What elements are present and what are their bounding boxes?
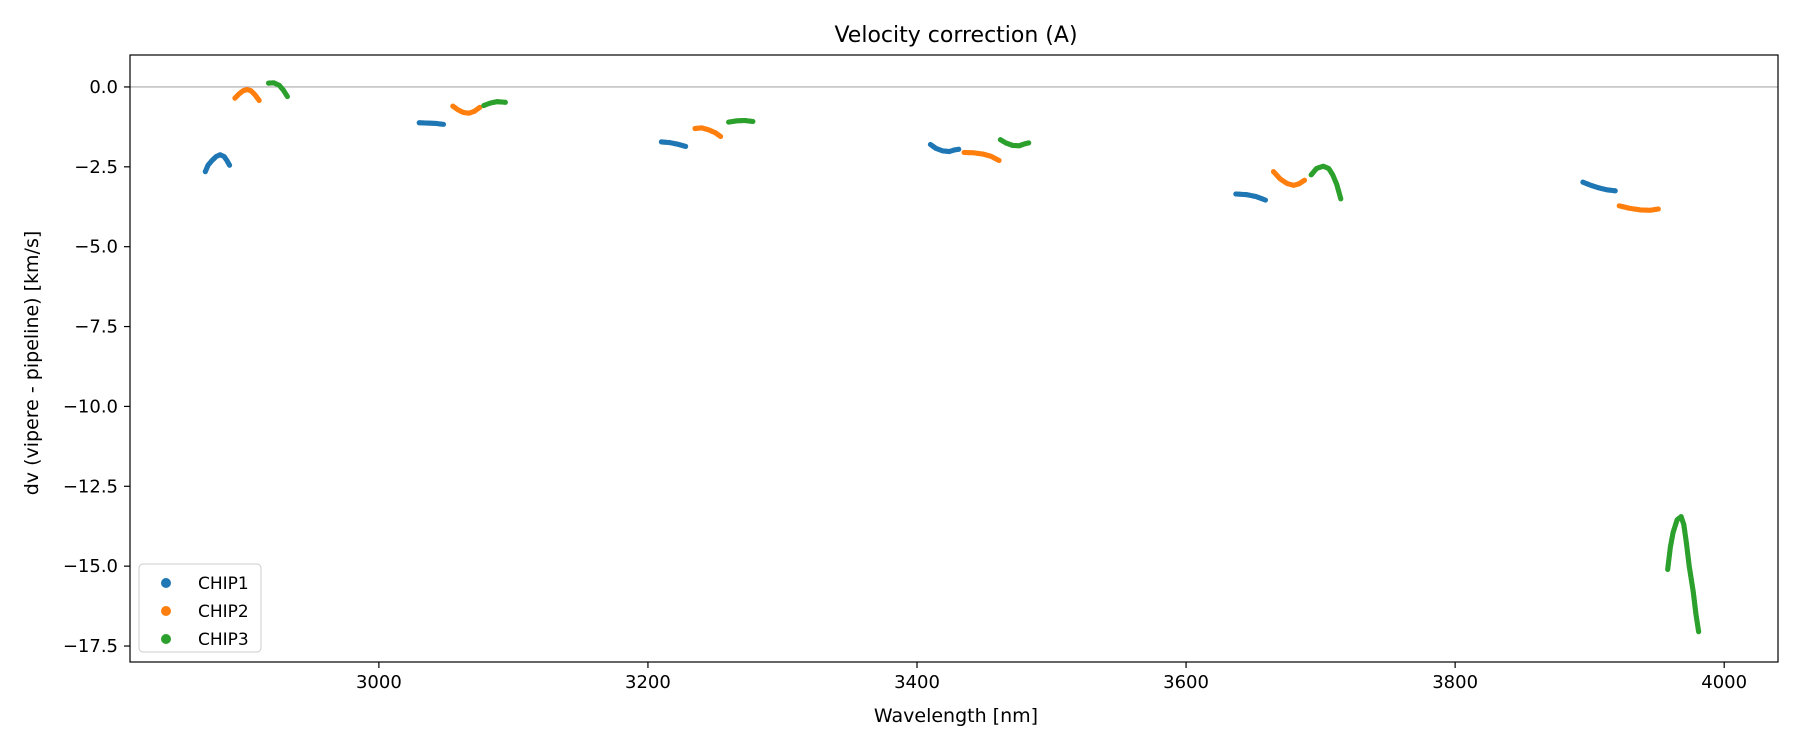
y-tick-label: −15.0 [63, 556, 118, 577]
data-point [1338, 196, 1344, 202]
y-axis-label: dv (vipere - pipeline) [km/s] [21, 231, 43, 496]
data-point [1612, 188, 1618, 194]
segment-chip2-1 [232, 86, 262, 103]
data-point [502, 99, 508, 105]
segment-chip1-4 [927, 141, 962, 155]
y-tick-label: −7.5 [74, 317, 118, 338]
legend-label-chip1: CHIP1 [198, 574, 249, 594]
legend-marker-chip1 [161, 578, 171, 588]
data-point [477, 104, 483, 110]
segment-chip3-3 [726, 117, 756, 125]
x-axis: 3000 3200 3400 3600 3800 4000 [356, 662, 1747, 693]
segment-chip2-4 [961, 149, 1002, 164]
legend-label-chip3: CHIP3 [198, 630, 249, 650]
segment-chip3-4 [997, 137, 1032, 149]
data-point [1262, 197, 1269, 203]
segment-chip1-5 [1233, 191, 1269, 203]
segment-chip2-6 [1616, 203, 1661, 213]
x-axis-label: Wavelength [nm] [874, 705, 1038, 727]
segment-chip2-3 [692, 125, 724, 140]
data-point [996, 157, 1002, 164]
data-point [1026, 140, 1032, 146]
data-point [440, 121, 447, 127]
data-point [683, 143, 689, 149]
x-tick-label: 3200 [625, 672, 671, 693]
y-tick-label: −2.5 [74, 157, 118, 178]
legend-label-chip2: CHIP2 [198, 602, 249, 622]
segment-chip3-5 [1308, 163, 1344, 202]
plot-area [130, 80, 1778, 635]
data-point [284, 93, 291, 100]
segment-chip1-6 [1580, 179, 1618, 194]
x-tick-label: 3800 [1432, 672, 1478, 693]
segment-chip2-5 [1270, 169, 1308, 188]
legend: CHIP1 CHIP2 CHIP3 [138, 563, 262, 653]
y-axis: 0.0 −2.5 −5.0 −7.5 −10.0 −12.5 −15.0 −17.5 [63, 77, 130, 657]
series-chip2 [232, 86, 1661, 213]
segment-chip1-2 [416, 120, 447, 127]
data-point [1655, 206, 1661, 212]
legend-marker-chip2 [161, 606, 171, 616]
x-tick-label: 3400 [894, 672, 940, 693]
y-tick-label: 0.0 [89, 77, 118, 98]
series-chip3 [265, 80, 1702, 635]
y-tick-label: −10.0 [63, 396, 118, 417]
data-point [256, 97, 262, 103]
segment-chip3-1 [265, 80, 291, 100]
x-tick-label: 4000 [1701, 672, 1747, 693]
x-tick-label: 3600 [1163, 672, 1209, 693]
data-point [1696, 629, 1702, 635]
data-point [226, 162, 233, 168]
data-point [956, 146, 962, 152]
segment-chip1-1 [202, 152, 233, 175]
segment-chip2-2 [450, 103, 483, 116]
segment-chip3-2 [481, 99, 508, 109]
plot-frame [129, 54, 1779, 663]
segment-chip3-6 [1665, 514, 1702, 635]
y-tick-label: −17.5 [63, 636, 118, 657]
data-point [717, 133, 724, 140]
segment-chip1-3 [658, 139, 689, 149]
legend-marker-chip3 [161, 634, 171, 644]
y-tick-label: −5.0 [74, 237, 118, 258]
y-tick-label: −12.5 [63, 476, 118, 497]
data-point [750, 118, 756, 125]
series-chip1 [202, 120, 1618, 203]
chart-title: Velocity correction (A) [834, 23, 1077, 48]
x-tick-label: 3000 [356, 672, 402, 693]
data-point [1301, 177, 1308, 183]
